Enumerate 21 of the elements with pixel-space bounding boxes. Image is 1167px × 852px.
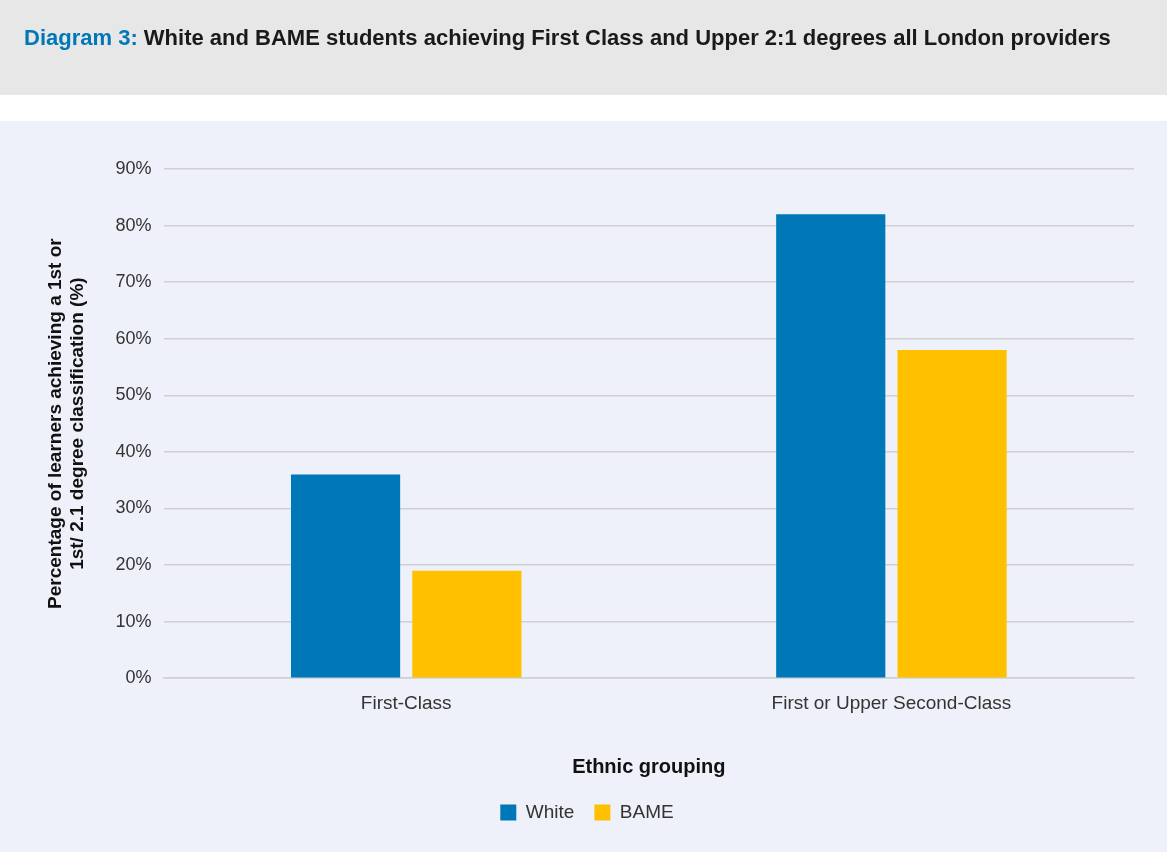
legend-label: White <box>525 800 575 822</box>
legend-label: BAME <box>619 800 674 822</box>
x-tick-label: First-Class <box>360 691 452 713</box>
bar <box>897 350 1007 678</box>
y-tick-label: 60% <box>115 327 152 348</box>
y-tick-label: 40% <box>115 440 152 461</box>
y-tick-label: 30% <box>115 497 152 518</box>
y-axis-title: Percentage of learners achieving a 1st or 1st/ 2.1 degree classification (%) <box>43 237 88 609</box>
x-axis-title: Ethnic grouping <box>572 754 726 777</box>
bar <box>290 474 401 678</box>
y-tick-label: 50% <box>115 384 152 405</box>
bar <box>776 214 886 678</box>
y-tick-label: 90% <box>115 157 152 178</box>
bar <box>412 570 522 678</box>
y-tick-label: 70% <box>115 271 152 292</box>
y-tick-label: 20% <box>115 554 152 575</box>
chart-title: Diagram 3: White and BAME students achieving First Class and Upper 2:1 degrees all London providers <box>24 25 1111 50</box>
y-tick-label: 0% <box>125 667 152 688</box>
x-tick-label: First or Upper Second-Class <box>771 691 1012 713</box>
y-tick-label: 10% <box>115 610 152 631</box>
y-tick-label: 80% <box>115 214 152 235</box>
